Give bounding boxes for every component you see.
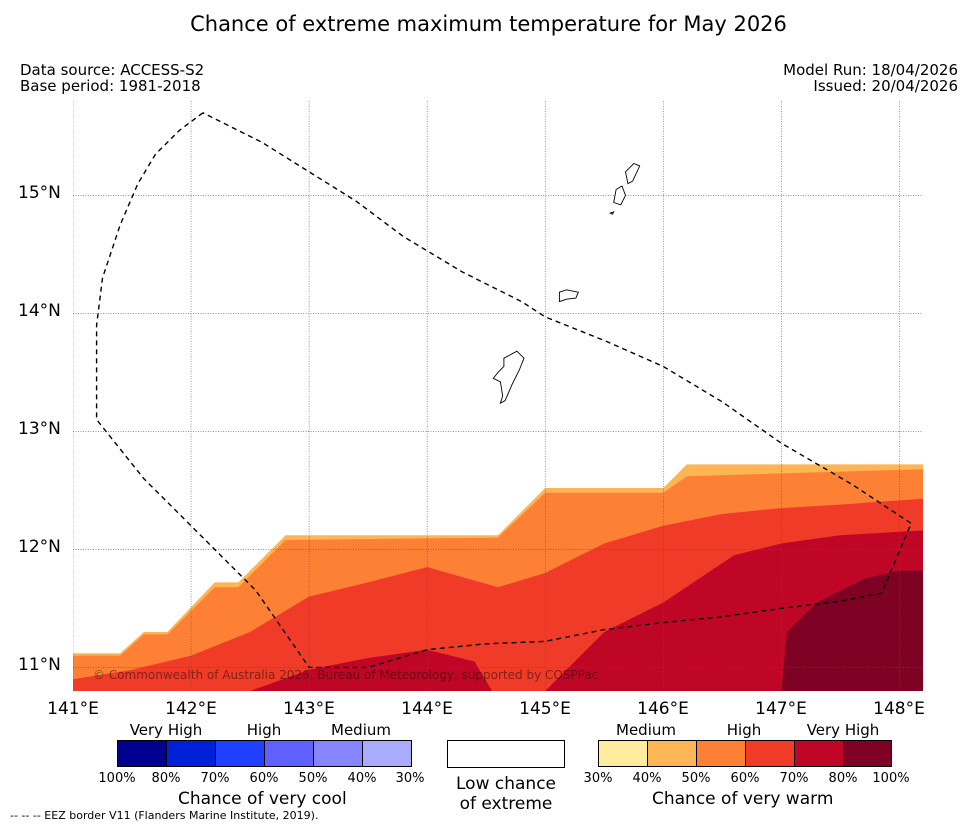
issued-date: Issued: 20/04/2026 <box>813 77 958 95</box>
copyright-notice: © Commonwealth of Australia 2026, Bureau… <box>93 668 598 682</box>
island-saipan <box>625 162 641 185</box>
cool-category-medium: Medium <box>331 721 391 739</box>
low-chance-line1: Low chance <box>456 774 556 794</box>
low-chance-swatch <box>447 740 565 768</box>
island-aguijan <box>609 211 615 215</box>
warm-percent-80: 80% <box>828 771 858 786</box>
lon-label-142e: 142°E <box>165 699 217 719</box>
data-source: Data source: ACCESS-S2 <box>20 61 205 79</box>
cool-percent-100: 100% <box>98 771 136 786</box>
cool-category-high: High <box>246 721 282 739</box>
warm-swatch-50-60 <box>696 740 746 767</box>
lon-label-148e: 148°E <box>873 699 925 719</box>
warm-percent-60: 60% <box>730 771 760 786</box>
island-guam <box>492 350 525 404</box>
lon-label-143e: 143°E <box>283 699 335 719</box>
lon-label-141e: 141°E <box>47 699 99 719</box>
island-rota <box>558 289 579 303</box>
warm-percent-70: 70% <box>779 771 809 786</box>
warm-percent-100: 100% <box>872 771 910 786</box>
warm-swatch-80-100 <box>843 740 892 767</box>
low-chance-line2: of extreme <box>459 794 553 814</box>
warm-percent-40: 40% <box>632 771 662 786</box>
cool-swatch-60-50 <box>264 740 314 767</box>
lat-label-14n: 14°N <box>18 301 61 321</box>
cool-swatch-80-70 <box>166 740 216 767</box>
cool-percent-30: 30% <box>395 771 425 786</box>
warm-category-high: High <box>726 721 762 739</box>
cool-swatch-100-80 <box>117 740 167 767</box>
cool-percent-60: 60% <box>249 771 279 786</box>
chart-title: Chance of extreme maximum temperature fo… <box>190 12 787 36</box>
probability-region-70-80 <box>781 570 923 691</box>
lon-label-145e: 145°E <box>519 699 571 719</box>
warm-category-very-high: Very High <box>806 721 880 739</box>
warm-percent-50: 50% <box>681 771 711 786</box>
warm-swatch-60-70 <box>745 740 795 767</box>
low-chance-label: Low chance of extreme <box>449 774 563 814</box>
lon-label-146e: 146°E <box>637 699 689 719</box>
warm-swatch-40-50 <box>647 740 697 767</box>
cool-swatch-40-30 <box>362 740 412 767</box>
cool-swatch-70-60 <box>215 740 265 767</box>
island-tinian <box>613 185 626 206</box>
forecast-map: © Commonwealth of Australia 2026, Bureau… <box>73 101 923 691</box>
run-info: Model Run: 18/04/2026 Issued: 20/04/2026 <box>783 62 958 94</box>
lat-label-13n: 13°N <box>18 419 61 439</box>
lon-label-144e: 144°E <box>401 699 453 719</box>
cool-percent-40: 40% <box>347 771 377 786</box>
cool-percent-80: 80% <box>151 771 181 786</box>
warm-category-medium: Medium <box>616 721 676 739</box>
eez-border <box>95 112 913 669</box>
warm-swatch-70-80 <box>794 740 844 767</box>
cool-caption: Chance of very cool <box>178 789 347 809</box>
cool-percent-50: 50% <box>298 771 328 786</box>
cool-swatch-50-40 <box>313 740 363 767</box>
cool-category-very-high: Very High <box>129 721 203 739</box>
warm-swatch-30-40 <box>598 740 648 767</box>
cool-percent-70: 70% <box>200 771 230 786</box>
probability-region-60-70 <box>250 530 923 691</box>
map-content: © Commonwealth of Australia 2026, Bureau… <box>73 101 923 691</box>
eez-border-caption: -- -- -- EEZ border V11 (Flanders Marine… <box>10 809 319 822</box>
warm-percent-30: 30% <box>583 771 613 786</box>
lat-label-15n: 15°N <box>18 183 61 203</box>
warm-caption: Chance of very warm <box>652 789 834 809</box>
lat-label-11n: 11°N <box>18 655 61 675</box>
base-period: Base period: 1981-2018 <box>20 77 201 95</box>
lon-label-147e: 147°E <box>755 699 807 719</box>
lat-label-12n: 12°N <box>18 537 61 557</box>
data-info: Data source: ACCESS-S2 Base period: 1981… <box>20 62 204 94</box>
model-run: Model Run: 18/04/2026 <box>783 61 958 79</box>
